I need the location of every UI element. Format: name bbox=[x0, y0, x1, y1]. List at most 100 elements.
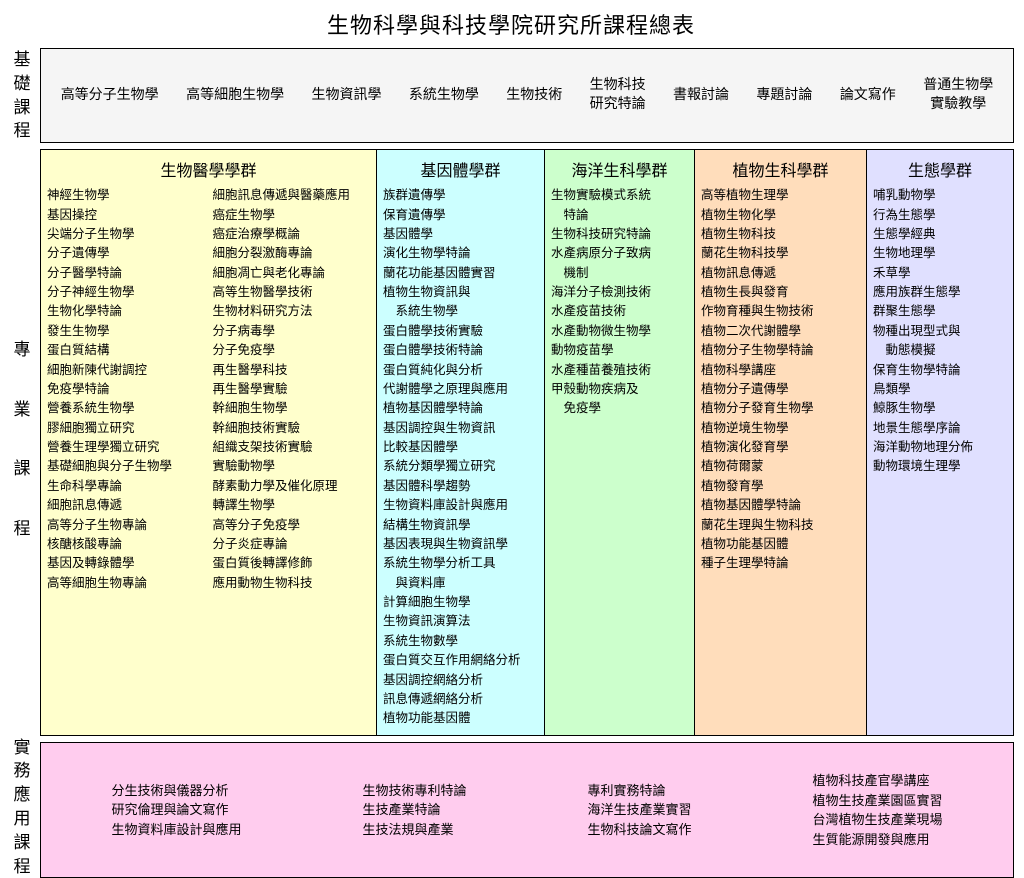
course-item: 海洋動物地理分佈 bbox=[873, 438, 1007, 457]
course-item: 甲殼動物疾病及 免疫學 bbox=[551, 380, 688, 419]
course-item: 基礎細胞與分子生物學 bbox=[47, 457, 205, 476]
course-item: 植物功能基因體 bbox=[383, 709, 538, 728]
course-item: 生物科技研究特論 bbox=[551, 225, 688, 244]
course-item: 植物分子發育生物學 bbox=[701, 399, 860, 418]
course-item: 營養生理學獨立研究 bbox=[47, 438, 205, 457]
practical-course: 生物資料庫設計與應用 bbox=[111, 820, 241, 840]
course-item: 基因調控與生物資訊 bbox=[383, 419, 538, 438]
group-header: 生物醫學學群 bbox=[47, 154, 370, 186]
course-item: 系統分類學獨立研究 bbox=[383, 457, 538, 476]
course-item: 植物逆境生物學 bbox=[701, 419, 860, 438]
course-item: 組織支架技術實驗 bbox=[213, 438, 371, 457]
course-item: 酵素動力學及催化原理 bbox=[213, 477, 371, 496]
course-item: 地景生態學序論 bbox=[873, 419, 1007, 438]
course-item: 再生醫學科技 bbox=[213, 361, 371, 380]
practical-course: 生質能源開發與應用 bbox=[812, 830, 942, 850]
course-item: 基因及轉錄體學 bbox=[47, 554, 205, 573]
practical-course: 生技產業特論 bbox=[362, 800, 466, 820]
professional-row: 專業課程 生物醫學學群神經生物學基因操控尖端分子生物學分子遺傳學分子醫學特論分子… bbox=[8, 143, 1014, 736]
group-body: 神經生物學基因操控尖端分子生物學分子遺傳學分子醫學特論分子神經生物學生物化學特論… bbox=[47, 186, 370, 593]
course-item: 高等分子免疫學 bbox=[213, 516, 371, 535]
basic-course: 生物資訊學 bbox=[311, 87, 381, 105]
course-item: 植物二次代謝體學 bbox=[701, 322, 860, 341]
course-item: 分子醫學特論 bbox=[47, 264, 205, 283]
course-item: 分子病毒學 bbox=[213, 322, 371, 341]
course-item: 發生生物學 bbox=[47, 322, 205, 341]
basic-course: 生物技術 bbox=[506, 87, 562, 105]
course-item: 細胞訊息傳遞與醫藥應用 bbox=[213, 186, 371, 205]
practical-column: 生物技術專利特論生技產業特論生技法規與產業 bbox=[362, 781, 466, 840]
course-item: 植物功能基因體 bbox=[701, 535, 860, 554]
course-item: 植物生物化學 bbox=[701, 206, 860, 225]
practical-column: 植物科技產官學講座植物生技產業園區實習台灣植物生技產業現場生質能源開發與應用 bbox=[812, 771, 942, 849]
course-item: 生物化學特論 bbox=[47, 302, 205, 321]
course-item: 海洋分子檢測技術 bbox=[551, 283, 688, 302]
course-item: 鯨豚生物學 bbox=[873, 399, 1007, 418]
course-item: 哺乳動物學 bbox=[873, 186, 1007, 205]
practical-course: 研究倫理與論文寫作 bbox=[111, 800, 241, 820]
course-item: 蛋白質純化與分析 bbox=[383, 361, 538, 380]
course-item: 族群遺傳學 bbox=[383, 186, 538, 205]
course-item: 免疫學特論 bbox=[47, 380, 205, 399]
course-item: 系統生物數學 bbox=[383, 632, 538, 651]
course-item: 應用動物生物科技 bbox=[213, 574, 371, 593]
course-group: 生物醫學學群神經生物學基因操控尖端分子生物學分子遺傳學分子醫學特論分子神經生物學… bbox=[41, 150, 377, 735]
course-item: 營養系統生物學 bbox=[47, 399, 205, 418]
course-item: 生物資料庫設計與應用 bbox=[383, 496, 538, 515]
practical-course: 台灣植物生技產業現場 bbox=[812, 810, 942, 830]
group-body: 族群遺傳學保育遺傳學基因體學演化生物學特論蘭花功能基因體實習植物生物資訊與 系統… bbox=[383, 186, 538, 729]
course-item: 蘭花功能基因體實習 bbox=[383, 264, 538, 283]
course-item: 保育遺傳學 bbox=[383, 206, 538, 225]
course-item: 基因表現與生物資訊學 bbox=[383, 535, 538, 554]
course-item: 高等分子生物專論 bbox=[47, 516, 205, 535]
course-item: 植物訊息傳遞 bbox=[701, 264, 860, 283]
course-item: 行為生態學 bbox=[873, 206, 1007, 225]
course-item: 再生醫學實驗 bbox=[213, 380, 371, 399]
course-item: 蛋白質交互作用網絡分析 bbox=[383, 651, 538, 670]
course-item: 生命科學專論 bbox=[47, 477, 205, 496]
course-item: 植物分子生物學特論 bbox=[701, 341, 860, 360]
basic-course: 高等分子生物學 bbox=[61, 87, 159, 105]
course-item: 系統生物學分析工具 與資料庫 bbox=[383, 554, 538, 593]
basic-course: 系統生物學 bbox=[409, 87, 479, 105]
course-item: 高等生物醫學技術 bbox=[213, 283, 371, 302]
course-item: 蛋白體學技術實驗 bbox=[383, 322, 538, 341]
course-item: 基因體學 bbox=[383, 225, 538, 244]
course-item: 細胞新陳代謝調控 bbox=[47, 361, 205, 380]
course-group: 生態學群哺乳動物學行為生態學生態學經典生物地理學禾草學應用族群生態學群聚生態學物… bbox=[867, 150, 1013, 735]
group-header: 植物生科學群 bbox=[701, 154, 860, 186]
basic-course: 專題討論 bbox=[756, 87, 812, 105]
practical-box: 分生技術與儀器分析研究倫理與論文寫作生物資料庫設計與應用 生物技術專利特論生技產業… bbox=[40, 742, 1014, 878]
course-item: 保育生物學特論 bbox=[873, 361, 1007, 380]
course-item: 演化生物學特論 bbox=[383, 244, 538, 263]
course-item: 水產種苗養殖技術 bbox=[551, 361, 688, 380]
course-item: 幹細胞生物學 bbox=[213, 399, 371, 418]
course-item: 細胞訊息傳遞 bbox=[47, 496, 205, 515]
practical-course: 專利實務特論 bbox=[587, 781, 691, 801]
course-item: 生物地理學 bbox=[873, 244, 1007, 263]
course-item: 鳥類學 bbox=[873, 380, 1007, 399]
practical-course: 海洋生技產業實習 bbox=[587, 800, 691, 820]
basic-course: 生物科技 研究特論 bbox=[590, 77, 646, 113]
course-item: 結構生物資訊學 bbox=[383, 516, 538, 535]
course-item: 癌症生物學 bbox=[213, 206, 371, 225]
practical-course: 植物生技產業園區實習 bbox=[812, 791, 942, 811]
course-item: 蘭花生理與生物科技 bbox=[701, 516, 860, 535]
course-item: 水產疫苗技術 bbox=[551, 302, 688, 321]
basic-box: 高等分子生物學高等細胞生物學生物資訊學系統生物學生物技術生物科技 研究特論書報討… bbox=[40, 48, 1014, 143]
course-item: 細胞分裂激酶專論 bbox=[213, 244, 371, 263]
group-body: 哺乳動物學行為生態學生態學經典生物地理學禾草學應用族群生態學群聚生態學物種出現型… bbox=[873, 186, 1007, 477]
course-item: 植物科學講座 bbox=[701, 361, 860, 380]
course-item: 生物資訊演算法 bbox=[383, 612, 538, 631]
course-item: 物種出現型式與 動態模擬 bbox=[873, 322, 1007, 361]
course-item: 分子免疫學 bbox=[213, 341, 371, 360]
practical-column: 分生技術與儀器分析研究倫理與論文寫作生物資料庫設計與應用 bbox=[111, 781, 241, 840]
course-item: 計算細胞生物學 bbox=[383, 593, 538, 612]
course-item: 作物育種與生物技術 bbox=[701, 302, 860, 321]
course-item: 分子遺傳學 bbox=[47, 244, 205, 263]
practical-column: 專利實務特論海洋生技產業實習生物科技論文寫作 bbox=[587, 781, 691, 840]
course-item: 高等細胞生物專論 bbox=[47, 574, 205, 593]
course-item: 核醣核酸專論 bbox=[47, 535, 205, 554]
group-header: 生態學群 bbox=[873, 154, 1007, 186]
course-item: 比較基因體學 bbox=[383, 438, 538, 457]
